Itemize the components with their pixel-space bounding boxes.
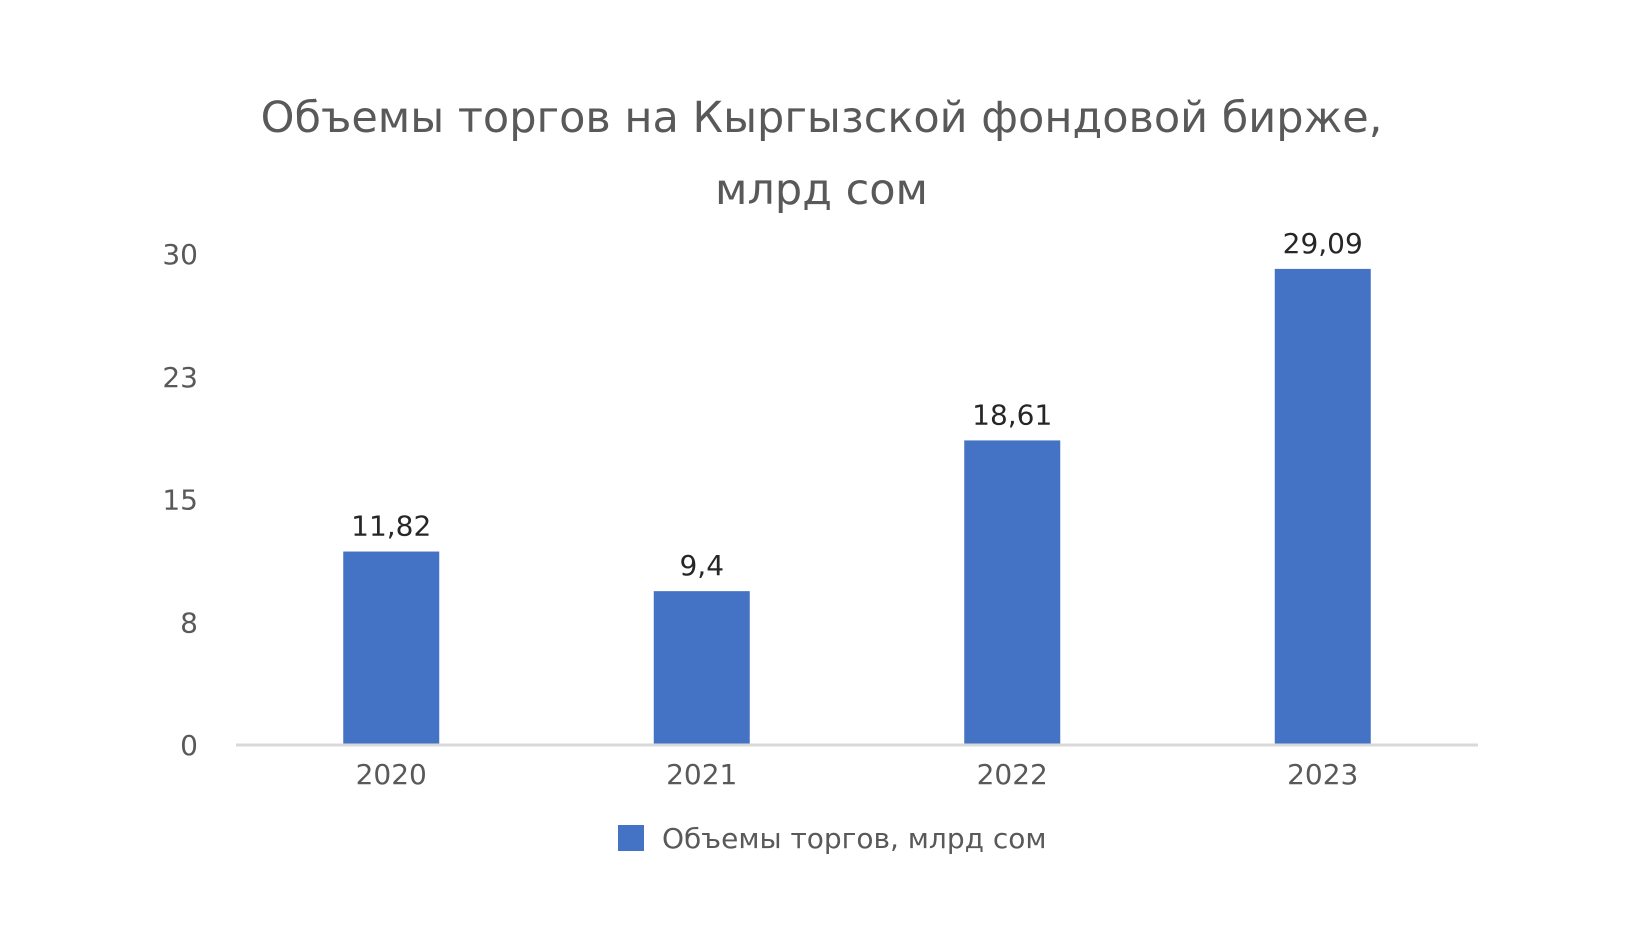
chart-title-line-2: млрд сом bbox=[714, 165, 928, 215]
x-tick-label-2023: 2023 bbox=[1287, 758, 1358, 791]
y-tick-label: 0 bbox=[180, 729, 198, 762]
x-tick-label-2021: 2021 bbox=[666, 758, 737, 791]
bar-2022 bbox=[964, 440, 1061, 745]
y-tick-label: 15 bbox=[162, 484, 198, 517]
chart-title-line-1: Объемы торгов на Кыргызской фондовой бир… bbox=[260, 93, 1383, 143]
legend-label: Объемы торгов, млрд сом bbox=[662, 822, 1047, 855]
y-axis-labels: 0 8 15 23 30 bbox=[162, 238, 198, 762]
data-label-2023: 29,09 bbox=[1283, 227, 1363, 260]
bar-2020 bbox=[343, 551, 440, 745]
bars bbox=[343, 268, 1371, 745]
y-tick-label: 8 bbox=[180, 606, 198, 639]
data-label-2020: 11,82 bbox=[351, 510, 431, 543]
legend-swatch bbox=[618, 825, 644, 851]
x-tick-label-2020: 2020 bbox=[356, 758, 427, 791]
bar-2021 bbox=[653, 591, 750, 745]
data-label-2021: 9,4 bbox=[679, 549, 724, 582]
data-label-2022: 18,61 bbox=[972, 398, 1052, 431]
y-tick-label: 23 bbox=[162, 361, 198, 394]
y-tick-label: 30 bbox=[162, 238, 198, 271]
legend: Объемы торгов, млрд сом bbox=[618, 822, 1047, 855]
x-tick-label-2022: 2022 bbox=[977, 758, 1048, 791]
x-axis-labels: 2020 2021 2022 2023 bbox=[356, 758, 1359, 791]
bar-2023 bbox=[1274, 268, 1371, 745]
data-labels: 11,82 9,4 18,61 29,09 bbox=[351, 227, 1363, 582]
chart-title: Объемы торгов на Кыргызской фондовой бир… bbox=[0, 82, 1643, 226]
